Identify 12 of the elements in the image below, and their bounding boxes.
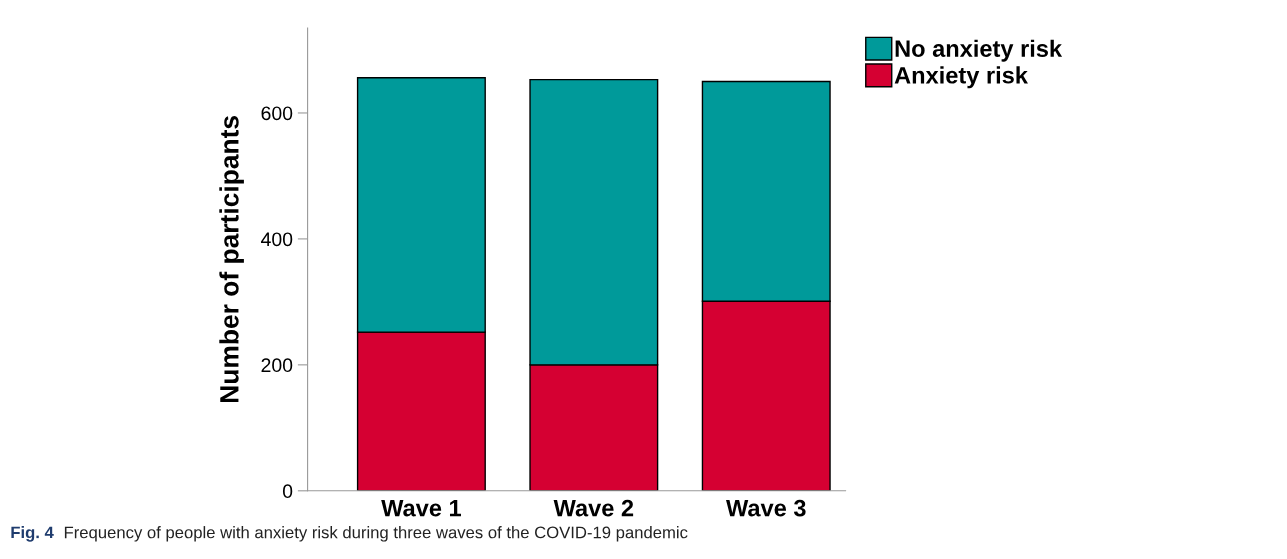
x-tick-label: Wave 1 (381, 500, 461, 517)
y-axis-title: Number of participants (219, 116, 244, 403)
text: Frequency of people with anxiety risk during three waves of the COVID-19 pandemic (64, 526, 688, 542)
x-tick-label: Wave 3 (726, 499, 806, 517)
x-tick-label: Wave 2 (553, 499, 634, 517)
legend-label: No anxiety risk (895, 39, 1063, 62)
y-tick-label: 0 (282, 484, 293, 499)
y-tick-label: 200 (261, 358, 293, 373)
y-tick-label: 400 (261, 232, 293, 247)
y-tick-label: 600 (261, 106, 293, 121)
caption: Fig. 4 (11, 526, 54, 542)
legend-label: Anxiety risk (894, 66, 1028, 89)
